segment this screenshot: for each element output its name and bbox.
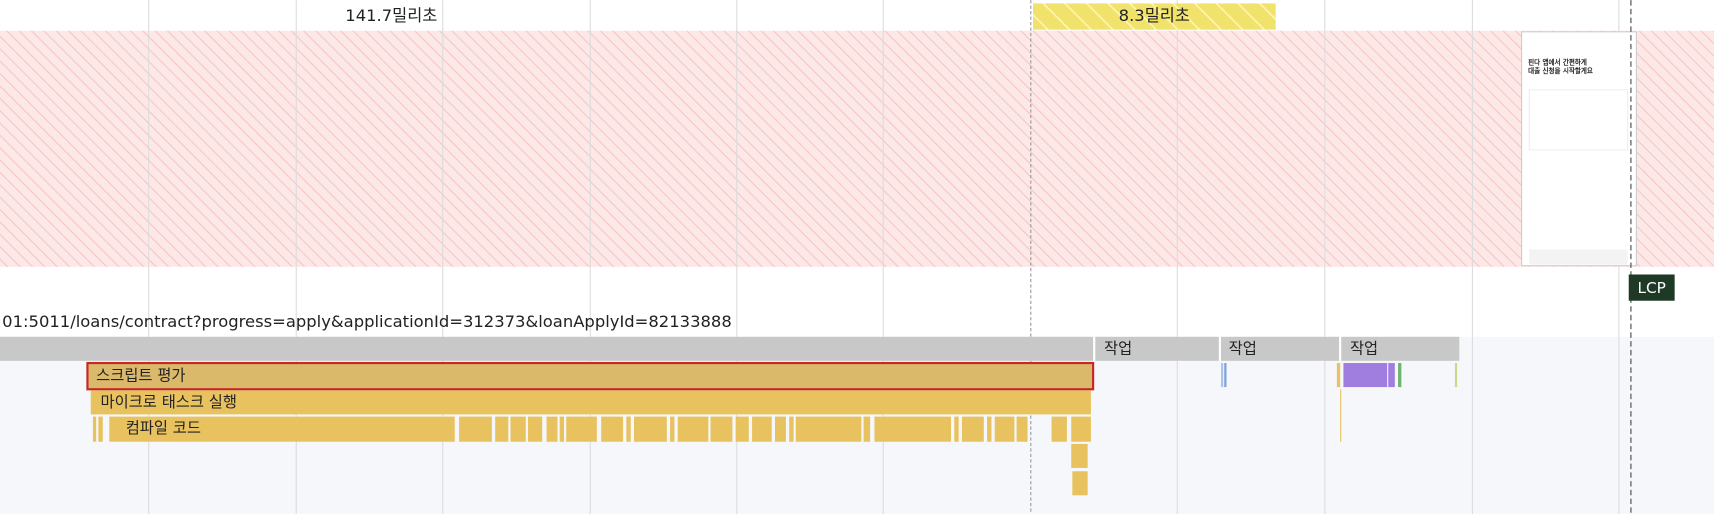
compile-block <box>510 416 526 442</box>
compile-block <box>710 416 733 442</box>
compile-block <box>566 416 597 442</box>
event-block[interactable] <box>86 361 1095 391</box>
lcp-label: LCP <box>1637 279 1665 297</box>
compile-block <box>559 416 565 442</box>
frame-url: 01:5011/loans/contract?progress=apply&ap… <box>2 312 732 331</box>
event-label: 마이크로 태스크 실행 <box>101 393 237 411</box>
task-events <box>1071 363 1458 496</box>
range-label: 141.7밀리초 <box>345 6 437 25</box>
compile-block <box>789 416 794 442</box>
compile-block <box>735 416 749 442</box>
compile-block <box>634 416 667 442</box>
thumb-heading: 핀다 앱에서 간편하게 <box>1528 57 1587 66</box>
compile-block <box>1016 416 1028 442</box>
compile-block <box>795 416 862 442</box>
event-block[interactable] <box>90 390 1091 415</box>
compile-block <box>527 416 543 442</box>
compile-block <box>601 416 624 442</box>
range-overlay <box>0 30 1714 267</box>
screenshot-thumb: 핀다 앱에서 간편하게 대출 신청을 시작할게요 <box>1521 31 1637 267</box>
compile-block <box>874 416 952 442</box>
compile-block <box>775 416 786 442</box>
compile-block <box>495 416 509 442</box>
range-selection <box>1032 3 1276 30</box>
compile-block <box>961 416 984 442</box>
main-thread-row <box>0 336 1460 361</box>
compile-block <box>98 416 103 442</box>
compile-block <box>92 416 97 442</box>
compile-block <box>670 416 675 442</box>
compile-block <box>109 416 455 442</box>
range-label: 8.3밀리초 <box>1119 6 1190 25</box>
task-label: 작업 <box>1229 339 1257 357</box>
task-label: 작업 <box>1350 339 1378 357</box>
lcp-badge <box>1628 274 1675 301</box>
task-label: 작업 <box>1104 339 1132 357</box>
compile-block <box>626 416 631 442</box>
event-label: 스크립트 평가 <box>96 367 185 385</box>
compile-block <box>994 416 1015 442</box>
compile-block <box>677 416 709 442</box>
compile-block <box>863 416 871 442</box>
event-label: 컴파일 코드 <box>126 419 201 437</box>
compile-block <box>1051 416 1067 442</box>
thumb-heading: 대출 신청을 시작할게요 <box>1528 66 1593 75</box>
compile-block <box>987 416 992 442</box>
compile-block <box>1071 416 1091 442</box>
compile-block <box>752 416 772 442</box>
compile-block <box>546 416 558 442</box>
compile-block <box>954 416 959 442</box>
compile-block <box>459 416 492 442</box>
